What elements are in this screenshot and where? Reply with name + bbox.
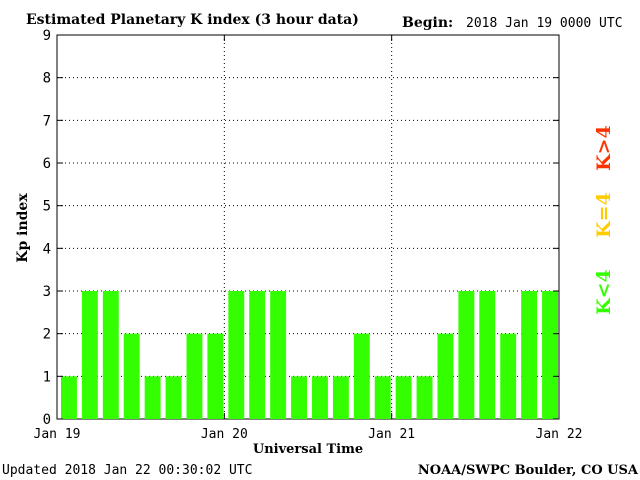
kp-bar [102,291,119,419]
legend-k-below-4: K<4 [593,269,615,315]
kp-bar [270,291,287,419]
y-tick-label: 4 [43,241,51,257]
plot-area [56,34,560,420]
y-tick-label: 8 [43,71,51,87]
chart-title: Estimated Planetary K index (3 hour data… [26,12,359,28]
y-tick-label: 2 [43,327,51,343]
y-tick-label: 3 [43,284,51,300]
y-tick-label: 1 [43,369,51,385]
kp-bar [353,333,370,419]
kp-bar [123,333,140,419]
x-day-label: Jan 22 [536,427,583,442]
legend-k-above-4: K>4 [593,125,615,171]
y-tick-label: 0 [43,412,51,428]
kp-bar [458,291,475,419]
kp-bar [374,376,391,419]
y-tick-label: 9 [43,28,51,44]
kp-bar [81,291,98,419]
kp-bar [186,333,203,419]
kp-bar [291,376,307,419]
x-day-label: Jan 19 [34,427,81,442]
kp-bar [416,376,433,419]
kp-bar [144,376,161,419]
begin-value: 2018 Jan 19 0000 UTC [466,16,623,31]
kp-bar [500,333,517,419]
x-axis-label: Universal Time [253,442,363,457]
y-tick-label: 5 [43,199,51,215]
y-tick-label: 7 [43,113,51,129]
kp-bar [395,376,412,419]
kp-bar [228,291,245,419]
x-axis-ticks: Jan 19 Jan 20 Jan 21 Jan 22 [34,35,583,442]
gridlines [57,35,559,419]
kp-bar [249,291,266,419]
kp-bar [479,291,496,419]
begin-label: Begin: [402,15,453,31]
bars [61,291,558,419]
updated-timestamp: Updated 2018 Jan 22 00:30:02 UTC [2,463,252,478]
kp-bar [165,376,182,419]
kp-bar [521,291,538,419]
x-day-label: Jan 20 [201,427,248,442]
kp-bar [61,376,77,419]
kp-bar [332,376,349,419]
source-credit: NOAA/SWPC Boulder, CO USA [418,463,639,478]
legend-k-equal-4: K=4 [593,192,615,238]
kp-bar [312,376,328,419]
kp-bar [207,333,224,419]
kp-bar [437,333,454,419]
kp-bar [542,291,558,419]
y-axis-ticks: 0 1 2 3 4 5 6 7 8 9 [43,28,559,428]
x-day-label: Jan 21 [368,427,415,442]
y-tick-label: 6 [43,156,51,172]
y-axis-label: Kp index [15,193,31,263]
